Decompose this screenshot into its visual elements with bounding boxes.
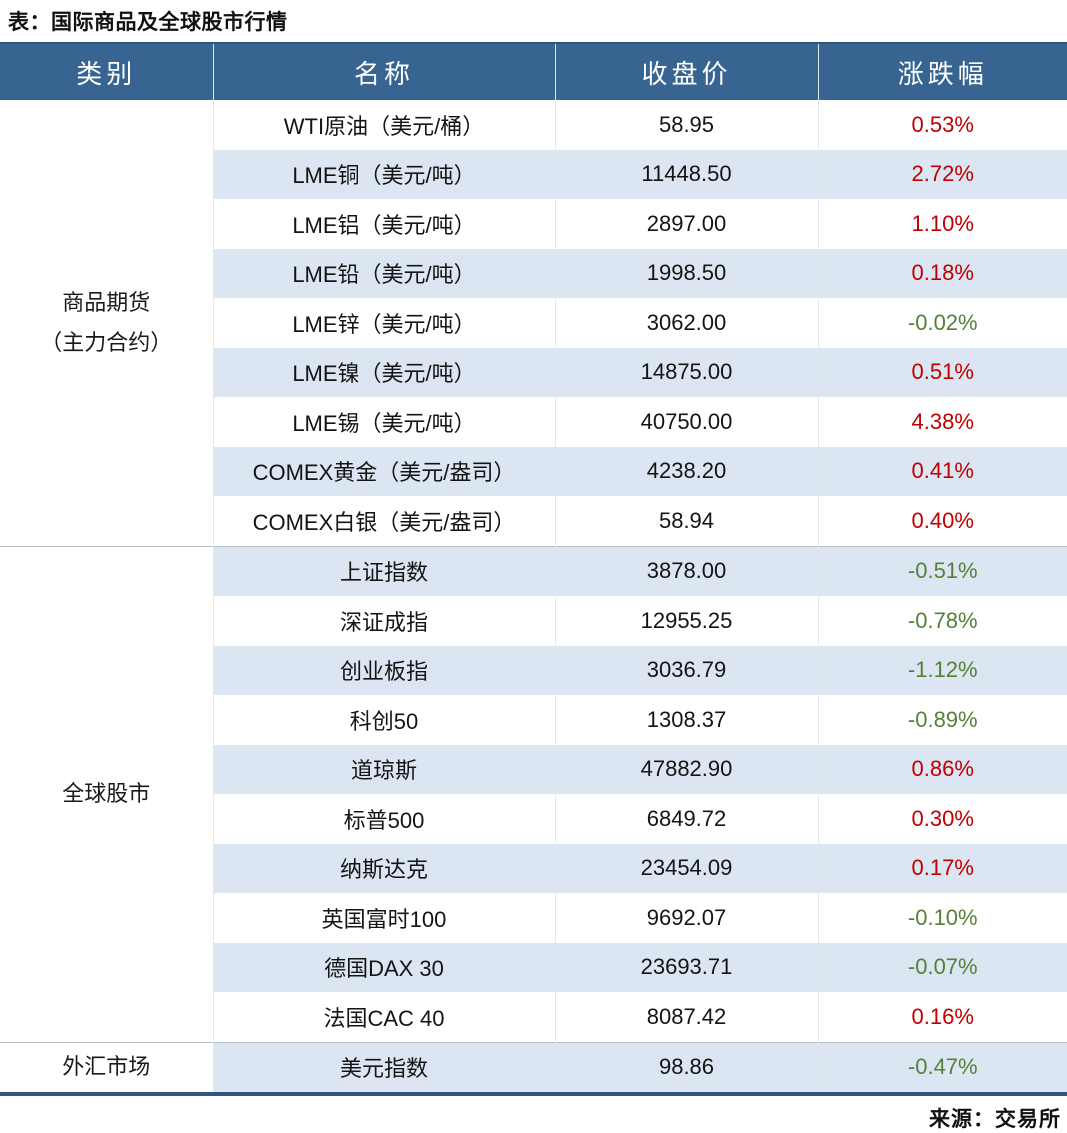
header-cell: 名称	[213, 42, 556, 100]
page: 表：国际商品及全球股市行情 类别 名称 收盘价 涨跌幅 商品期货 （主力合约） WTI原油…	[0, 11, 1067, 1131]
change-percent-cell: 0.16%	[818, 992, 1067, 1042]
table-row: 法国CAC 40 8087.42 0.16%	[0, 992, 1067, 1042]
instrument-name-cell: LME铅（美元/吨）	[213, 248, 556, 298]
instrument-name-cell: 创业板指	[213, 645, 556, 695]
close-price-cell: 3036.79	[555, 645, 819, 695]
table-body: 商品期货 （主力合约） WTI原油（美元/桶） 58.95 0.53% LME铜（美元/吨…	[0, 100, 1067, 1094]
close-price-cell: 12955.25	[555, 596, 819, 646]
table-row: LME锌（美元/吨） 3062.00 -0.02%	[0, 298, 1067, 348]
table-row: COMEX黄金（美元/盎司） 4238.20 0.41%	[0, 446, 1067, 496]
table-row: COMEX白银（美元/盎司） 58.94 0.40%	[0, 496, 1067, 546]
close-price-cell: 3878.00	[555, 545, 819, 596]
table-row: LME铝（美元/吨） 2897.00 1.10%	[0, 199, 1067, 249]
category-cell: 全球股市	[0, 545, 214, 1042]
table-row: 道琼斯 47882.90 0.86%	[0, 744, 1067, 794]
change-percent-cell: -1.12%	[818, 645, 1067, 695]
instrument-name-cell: COMEX黄金（美元/盎司）	[213, 446, 556, 496]
instrument-name-cell: 美元指数	[213, 1041, 556, 1094]
instrument-name-cell: LME锡（美元/吨）	[213, 397, 556, 447]
table-row: 科创50 1308.37 -0.89%	[0, 695, 1067, 745]
page-title: 表：国际商品及全球股市行情	[8, 11, 288, 34]
change-percent-cell: 0.30%	[818, 794, 1067, 844]
category-cell: 外汇市场	[0, 1041, 214, 1094]
close-price-cell: 47882.90	[555, 744, 819, 794]
change-percent-cell: 0.53%	[818, 100, 1067, 150]
instrument-name-cell: LME镍（美元/吨）	[213, 347, 556, 397]
change-percent-cell: 0.17%	[818, 843, 1067, 893]
change-percent-cell: -0.89%	[818, 695, 1067, 745]
change-percent-cell: 0.86%	[818, 744, 1067, 794]
change-percent-cell: -0.02%	[818, 298, 1067, 348]
change-percent-cell: -0.07%	[818, 942, 1067, 992]
table-row: 创业板指 3036.79 -1.12%	[0, 645, 1067, 695]
instrument-name-cell: 法国CAC 40	[213, 992, 556, 1042]
close-price-cell: 58.94	[555, 496, 819, 546]
change-percent-cell: 0.51%	[818, 347, 1067, 397]
close-price-cell: 6849.72	[555, 794, 819, 844]
header-cell: 类别	[0, 42, 214, 100]
instrument-name-cell: 科创50	[213, 695, 556, 745]
change-percent-cell: 1.10%	[818, 199, 1067, 249]
close-price-cell: 1998.50	[555, 248, 819, 298]
table-row: 标普500 6849.72 0.30%	[0, 794, 1067, 844]
table-row: 德国DAX 30 23693.71 -0.07%	[0, 942, 1067, 992]
table-row: LME锡（美元/吨） 40750.00 4.38%	[0, 397, 1067, 447]
table-row: 纳斯达克 23454.09 0.17%	[0, 843, 1067, 893]
header-cell: 涨跌幅	[818, 42, 1067, 100]
change-percent-cell: -0.47%	[818, 1041, 1067, 1094]
close-price-cell: 11448.50	[555, 149, 819, 199]
change-percent-cell: 0.41%	[818, 446, 1067, 496]
source-note: 来源：交易所	[929, 1108, 1061, 1131]
instrument-name-cell: 纳斯达克	[213, 843, 556, 893]
table-row: LME铜（美元/吨） 11448.50 2.72%	[0, 149, 1067, 199]
close-price-cell: 8087.42	[555, 992, 819, 1042]
table-row: 外汇市场 美元指数 98.86 -0.47%	[0, 1041, 1067, 1094]
table-row: 英国富时100 9692.07 -0.10%	[0, 893, 1067, 943]
close-price-cell: 98.86	[555, 1041, 819, 1094]
table-row: 深证成指 12955.25 -0.78%	[0, 596, 1067, 646]
header-cell: 收盘价	[555, 42, 819, 100]
change-percent-cell: -0.10%	[818, 893, 1067, 943]
instrument-name-cell: 深证成指	[213, 596, 556, 646]
change-percent-cell: 2.72%	[818, 149, 1067, 199]
instrument-name-cell: 道琼斯	[213, 744, 556, 794]
close-price-cell: 14875.00	[555, 347, 819, 397]
instrument-name-cell: LME铝（美元/吨）	[213, 199, 556, 249]
table-row: LME镍（美元/吨） 14875.00 0.51%	[0, 347, 1067, 397]
market-table: 类别 名称 收盘价 涨跌幅 商品期货 （主力合约） WTI原油（美元/桶） 58.95 0.5…	[0, 42, 1067, 1096]
instrument-name-cell: 标普500	[213, 794, 556, 844]
close-price-cell: 9692.07	[555, 893, 819, 943]
instrument-name-cell: 德国DAX 30	[213, 942, 556, 992]
instrument-name-cell: LME锌（美元/吨）	[213, 298, 556, 348]
table-row: 商品期货 （主力合约） WTI原油（美元/桶） 58.95 0.53%	[0, 100, 1067, 546]
close-price-cell: 23693.71	[555, 942, 819, 992]
table-header: 类别 名称 收盘价 涨跌幅	[0, 42, 1067, 100]
close-price-cell: 23454.09	[555, 843, 819, 893]
instrument-name-cell: COMEX白银（美元/盎司）	[213, 496, 556, 546]
close-price-cell: 3062.00	[555, 298, 819, 348]
change-percent-cell: 4.38%	[818, 397, 1067, 447]
category-cell: 商品期货 （主力合约）	[0, 100, 214, 546]
instrument-name-cell: LME铜（美元/吨）	[213, 149, 556, 199]
instrument-name-cell: 上证指数	[213, 545, 556, 596]
change-percent-cell: -0.51%	[818, 545, 1067, 596]
change-percent-cell: 0.18%	[818, 248, 1067, 298]
change-percent-cell: 0.40%	[818, 496, 1067, 546]
table-row: 全球股市 上证指数 3878.00 -0.51%	[0, 545, 1067, 1042]
close-price-cell: 4238.20	[555, 446, 819, 496]
header-row: 类别 名称 收盘价 涨跌幅	[0, 42, 1067, 100]
instrument-name-cell: WTI原油（美元/桶）	[213, 100, 556, 150]
instrument-name-cell: 英国富时100	[213, 893, 556, 943]
table-row: LME铅（美元/吨） 1998.50 0.18%	[0, 248, 1067, 298]
close-price-cell: 1308.37	[555, 695, 819, 745]
change-percent-cell: -0.78%	[818, 596, 1067, 646]
close-price-cell: 58.95	[555, 100, 819, 150]
close-price-cell: 40750.00	[555, 397, 819, 447]
close-price-cell: 2897.00	[555, 199, 819, 249]
